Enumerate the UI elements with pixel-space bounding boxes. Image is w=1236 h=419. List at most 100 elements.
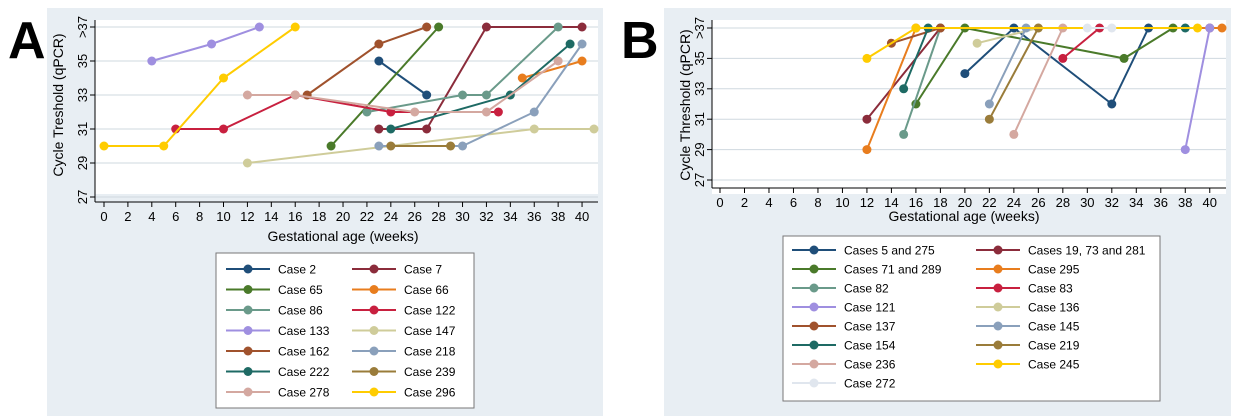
x-tick-label: 4: [765, 195, 772, 210]
data-point: [219, 73, 229, 83]
data-point: [517, 73, 527, 83]
data-point: [1119, 53, 1129, 63]
legend-label: Case 239: [404, 365, 456, 379]
data-point: [1180, 145, 1190, 155]
x-tick-label: 36: [527, 209, 541, 224]
legend-label: Case 86: [278, 304, 323, 318]
legend-swatch-marker: [993, 321, 1003, 331]
x-tick-label: 30: [455, 209, 469, 224]
data-point: [242, 90, 252, 100]
data-point: [1107, 23, 1117, 33]
x-tick-label: 16: [909, 195, 923, 210]
x-tick-label: 20: [336, 209, 350, 224]
panel-b-letter: B: [621, 12, 659, 70]
y-tick-label: 31: [692, 112, 707, 126]
data-point: [529, 107, 539, 117]
data-point: [553, 22, 563, 32]
panel-b-series: [862, 23, 1227, 155]
series-line: [104, 26, 296, 147]
legend-swatch-marker: [809, 264, 819, 274]
x-tick-label: 26: [1031, 195, 1045, 210]
y-tick-label: >37: [75, 16, 90, 38]
x-tick-label: 22: [360, 209, 374, 224]
legend-swatch-marker: [993, 264, 1003, 274]
legend-swatch-marker: [243, 367, 253, 376]
panel-a-x-axis-label: Gestational age (weeks): [268, 228, 419, 244]
data-point: [589, 124, 599, 134]
data-point: [862, 145, 872, 155]
series-line: [964, 26, 1150, 106]
legend-swatch-marker: [369, 305, 379, 315]
x-tick-label: 6: [790, 195, 797, 210]
x-tick-label: 32: [1105, 195, 1119, 210]
series-line: [330, 26, 440, 147]
y-tick-label: 33: [692, 82, 707, 96]
legend-swatch-marker: [993, 359, 1003, 369]
legend-swatch-marker: [369, 367, 379, 376]
x-tick-label: 18: [312, 209, 326, 224]
legend-label: Case 122: [404, 304, 456, 318]
x-tick-label: 10: [216, 209, 230, 224]
data-point: [374, 39, 384, 49]
y-tick-label: 27: [692, 173, 707, 187]
panel-b-legend: [782, 235, 1161, 402]
data-point: [422, 124, 432, 134]
series-line: [891, 27, 941, 45]
x-tick-label: 40: [575, 209, 589, 224]
data-point: [553, 56, 563, 66]
x-tick-label: 2: [124, 209, 131, 224]
panel-a-y-axis-label: Cycle Treshold (qPCR): [50, 33, 66, 176]
data-point: [1058, 53, 1068, 63]
legend-swatch-marker: [993, 245, 1003, 255]
data-point: [1082, 23, 1092, 33]
data-point: [1205, 23, 1215, 33]
series-line: [1184, 27, 1211, 150]
data-point: [422, 90, 432, 100]
x-tick-label: 0: [716, 195, 723, 210]
series-line: [915, 26, 1174, 105]
legend-swatch-marker: [369, 326, 379, 335]
data-point: [242, 158, 252, 168]
x-tick-label: 36: [1154, 195, 1168, 210]
legend-swatch-marker: [809, 245, 819, 255]
legend-swatch-marker: [369, 264, 379, 274]
legend-swatch-marker: [809, 340, 819, 350]
x-tick-label: 38: [1178, 195, 1192, 210]
legend-label: Case 236: [844, 358, 896, 372]
panel-b-y-axis-label: Cycle Threshold (qPCR): [677, 29, 693, 180]
legend-label: Case 295: [1028, 263, 1080, 277]
data-point: [422, 22, 432, 32]
data-point: [899, 129, 909, 139]
x-tick-label: 14: [884, 195, 898, 210]
x-tick-label: 40: [1203, 195, 1217, 210]
legend-label: Case 245: [1028, 358, 1080, 372]
data-point: [159, 141, 169, 151]
legend-swatch-marker: [809, 302, 819, 312]
panel-a-legend-items: Case 2 Case 7 Case 65 Case 66 Case 86 Case 12…: [226, 263, 456, 400]
series-line: [1062, 27, 1101, 60]
series-line: [988, 27, 1040, 120]
legend-label: Case 65: [278, 283, 323, 297]
legend-label: Case 83: [1028, 282, 1073, 296]
legend-label: Case 2: [278, 263, 316, 277]
x-tick-label: 38: [551, 209, 565, 224]
y-tick-label: >37: [692, 17, 707, 39]
data-point: [207, 39, 217, 49]
x-tick-label: 32: [479, 209, 493, 224]
data-point: [147, 56, 157, 66]
data-point: [254, 22, 264, 32]
x-tick-label: 14: [264, 209, 278, 224]
legend-label: Case 137: [844, 320, 896, 334]
data-point: [219, 124, 229, 134]
legend-swatch-marker: [243, 305, 253, 315]
legend-swatch-marker: [243, 326, 253, 335]
panel-b-plot-area: [712, 20, 1226, 194]
data-point: [481, 107, 491, 117]
legend-label: Case 272: [844, 377, 896, 391]
x-tick-label: 24: [1007, 195, 1021, 210]
legend-label: Cases 71 and 289: [844, 263, 942, 277]
data-point: [374, 141, 384, 151]
data-point: [481, 90, 491, 100]
series-line: [988, 27, 1027, 105]
legend-swatch-marker: [993, 283, 1003, 293]
